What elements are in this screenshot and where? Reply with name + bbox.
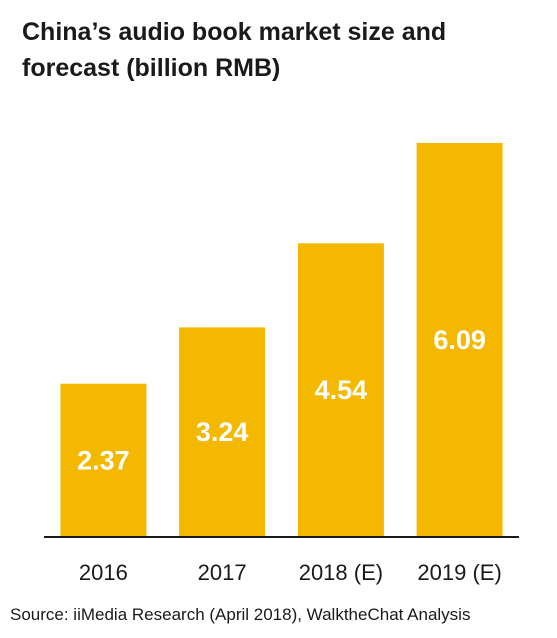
x-tick-label: 2019 (E) xyxy=(417,560,501,585)
bar-2019-e xyxy=(416,143,503,537)
bars-group: 2.37 3.24 4.54 6.09 xyxy=(60,143,503,538)
bar-2017 xyxy=(179,327,266,537)
bar-value-label: 3.24 xyxy=(196,417,249,447)
x-tick-labels: 2016 2017 2018 (E) 2019 (E) xyxy=(79,560,502,585)
x-tick-label: 2018 (E) xyxy=(299,560,383,585)
source-note: Source: iiMedia Research (April 2018), W… xyxy=(10,605,471,624)
bar-value-label: 4.54 xyxy=(315,375,368,405)
bar-2016 xyxy=(60,383,147,537)
bar-value-label: 2.37 xyxy=(77,445,130,475)
bar-2018-e xyxy=(297,243,384,538)
chart-title: China’s audio book market size and forec… xyxy=(22,18,447,82)
x-tick-label: 2016 xyxy=(79,560,128,585)
x-tick-label: 2017 xyxy=(198,560,247,585)
bar-value-label: 6.09 xyxy=(433,325,486,355)
